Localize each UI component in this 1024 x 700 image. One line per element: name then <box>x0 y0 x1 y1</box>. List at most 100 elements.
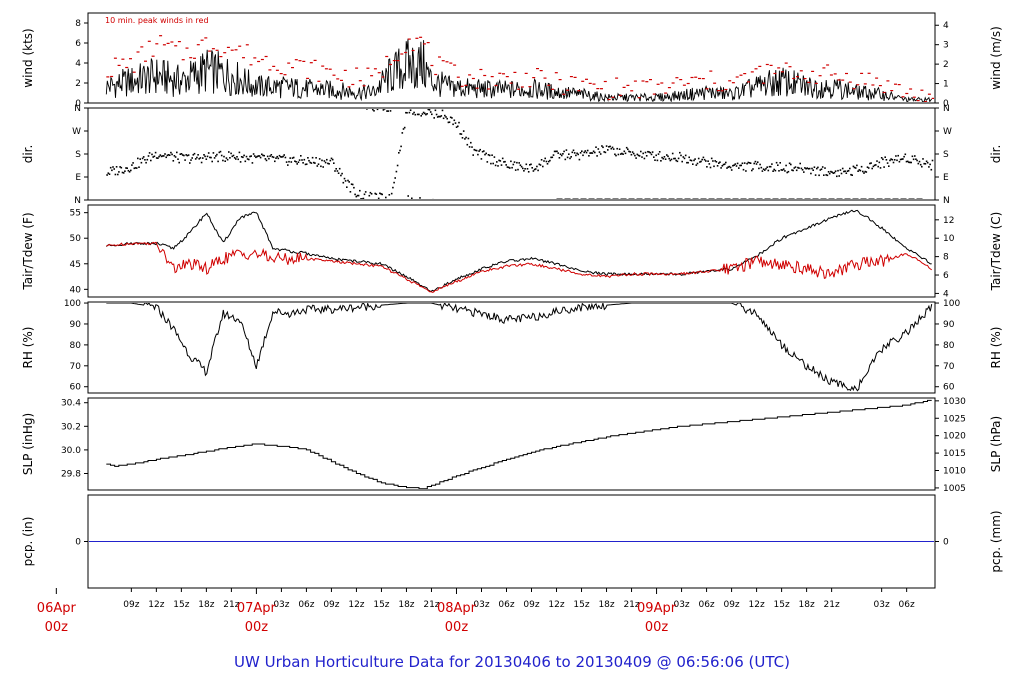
peak-wind-point <box>362 85 366 87</box>
ytick-label-right: 2 <box>943 60 949 70</box>
panel-frame-wind <box>87 12 936 104</box>
wind-direction-point <box>336 170 339 172</box>
wind-direction-point <box>436 116 439 118</box>
wind-direction-point <box>126 167 128 169</box>
wind-direction-point <box>558 157 561 159</box>
wind-direction-point <box>190 159 192 161</box>
wind-direction-point <box>862 170 864 173</box>
wind-direction-point <box>225 157 228 159</box>
wind-direction-point <box>494 164 497 167</box>
ylabel-right-pcp: pcp. (mm) <box>989 510 1003 572</box>
wind-direction-point <box>599 153 602 155</box>
peak-wind-point <box>196 44 200 46</box>
wind-direction-point <box>392 186 394 189</box>
peak-wind-point <box>441 60 445 62</box>
wind-direction-point <box>542 165 544 168</box>
wind-direction-point <box>557 152 559 154</box>
xtick-label-hour: 21z <box>623 600 639 610</box>
wind-direction-point <box>857 170 859 172</box>
wind-direction-point <box>411 197 413 199</box>
peak-wind-point <box>238 45 242 47</box>
peak-wind-point <box>716 90 720 92</box>
wind-direction-point <box>351 183 354 186</box>
wind-direction-point <box>739 164 741 167</box>
wind-direction-point <box>918 160 921 163</box>
wind-direction-point <box>791 169 793 171</box>
peak-wind-point <box>713 82 717 84</box>
wind-direction-point <box>132 162 134 164</box>
wind-direction-point <box>895 155 897 157</box>
wind-direction-point <box>884 156 886 158</box>
wind-direction-point <box>130 169 132 172</box>
peak-wind-point <box>140 46 144 48</box>
wind-direction-point <box>354 193 356 196</box>
wind-direction-point <box>155 157 158 159</box>
peak-wind-point <box>275 69 279 71</box>
wind-direction-point <box>839 169 842 171</box>
peak-wind-point <box>230 49 234 51</box>
peak-wind-point <box>174 45 178 47</box>
wind-direction-point <box>239 161 242 163</box>
ytick-label-left: E <box>75 173 81 183</box>
wind-direction-point <box>714 160 716 162</box>
ytick-label-left: 0 <box>75 99 81 109</box>
wind-direction-point <box>285 161 288 163</box>
wind-direction-point <box>333 162 335 164</box>
wind-direction-point <box>145 161 147 164</box>
wind-direction-point <box>253 155 256 157</box>
wind-direction-point <box>470 141 472 144</box>
wind-direction-point <box>438 115 440 118</box>
wind-direction-point <box>645 155 648 157</box>
wind-direction-point <box>637 154 640 157</box>
wind-direction-point <box>108 173 111 175</box>
ytick-label-right: 12 <box>943 216 954 226</box>
wind-direction-point <box>314 162 316 164</box>
peak-wind-point <box>882 91 886 94</box>
wind-direction-point <box>547 160 550 163</box>
wind-direction-point <box>346 186 348 188</box>
wind-direction-point <box>320 165 322 168</box>
wind-direction-point <box>617 153 620 156</box>
wind-direction-point <box>738 167 740 169</box>
wind-direction-point <box>429 111 432 113</box>
wind-direction-point <box>671 152 674 155</box>
xtick-label-hour: 12z <box>148 600 164 610</box>
peak-wind-point <box>517 88 521 90</box>
wind-direction-point <box>503 161 505 163</box>
wind-direction-point <box>845 172 848 174</box>
peak-wind-point <box>208 50 212 52</box>
wind-direction-point <box>192 154 195 156</box>
wind-direction-point <box>177 158 179 160</box>
peak-wind-point <box>407 38 411 40</box>
peak-wind-point <box>279 73 283 75</box>
wind-direction-point <box>179 153 182 155</box>
wind-direction-point <box>385 196 387 199</box>
peak-wind-point <box>901 96 905 98</box>
wind-direction-point <box>185 154 187 156</box>
wind-direction-point <box>908 161 910 164</box>
ytick-label-right: 1030 <box>943 397 966 407</box>
wind-direction-point <box>926 161 929 164</box>
wind-direction-point <box>830 170 832 173</box>
xtick-label-hour: 06z <box>899 600 915 610</box>
ytick-label-left: 30.2 <box>61 422 81 432</box>
peak-wind-point <box>860 72 864 74</box>
wind-direction-point <box>559 153 562 155</box>
peak-wind-point <box>558 79 562 81</box>
wind-direction-point <box>891 158 894 161</box>
peak-wind-point <box>637 97 641 99</box>
wind-direction-point <box>543 160 545 162</box>
peak-wind-point <box>306 77 310 79</box>
ytick-label-right: 1 <box>943 80 949 90</box>
wind-direction-point <box>560 154 563 157</box>
wind-direction-point <box>584 150 587 152</box>
peak-wind-point <box>679 79 683 81</box>
wind-direction-point <box>383 109 386 110</box>
wind-direction-point <box>387 110 389 112</box>
peak-wind-point <box>479 68 483 71</box>
wind-direction-point <box>892 161 895 164</box>
wind-direction-point <box>224 160 226 162</box>
peak-wind-point <box>769 64 773 66</box>
wind-direction-point <box>712 160 714 162</box>
wind-direction-point <box>191 157 193 159</box>
